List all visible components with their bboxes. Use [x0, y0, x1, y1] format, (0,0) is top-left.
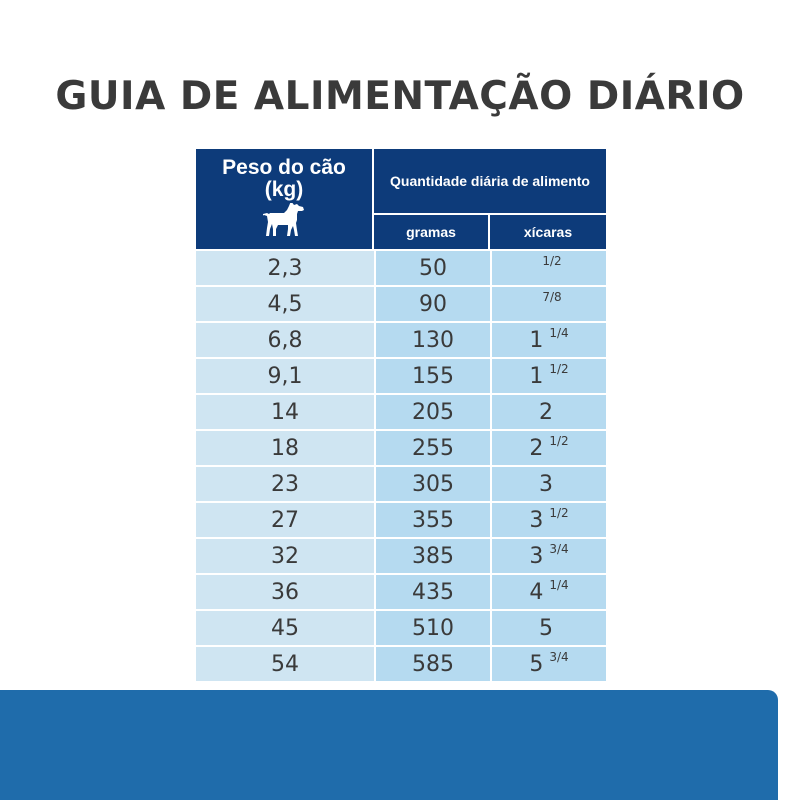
weight-cell: 54	[196, 647, 376, 681]
table-row: 54 585 5 3/4	[196, 645, 606, 681]
table-row: 27 355 3 1/2	[196, 501, 606, 537]
cups-fraction: 3/4	[549, 650, 569, 664]
grams-cell: 205	[376, 395, 492, 429]
weight-cell: 23	[196, 467, 376, 501]
weight-cell: 32	[196, 539, 376, 573]
grams-cell: 130	[376, 323, 492, 357]
weight-cell: 27	[196, 503, 376, 537]
cups-cell: 2 1/2	[492, 431, 606, 465]
cups-cell: 1/2	[492, 251, 606, 285]
cups-cell: 2	[492, 395, 606, 429]
cups-whole: 3	[529, 507, 544, 533]
page-title: GUIA DE ALIMENTAÇÃO DIÁRIO	[55, 74, 745, 119]
daily-amount-header: Quantidade diária de alimento	[374, 149, 606, 215]
cups-cell: 3 1/2	[492, 503, 606, 537]
cups-fraction: 7/8	[542, 290, 562, 304]
grams-header: gramas	[374, 215, 490, 249]
cups-fraction: 1/2	[549, 362, 569, 376]
table-row: 32 385 3 3/4	[196, 537, 606, 573]
weight-header: Peso do cão (kg)	[196, 149, 374, 249]
cups-fraction: 1/2	[549, 506, 569, 520]
weight-cell: 6,8	[196, 323, 376, 357]
table-row: 2,3 50 1/2	[196, 249, 606, 285]
table-row: 18 255 2 1/2	[196, 429, 606, 465]
cups-whole: 4	[529, 579, 544, 605]
table-row: 14 205 2	[196, 393, 606, 429]
grams-cell: 385	[376, 539, 492, 573]
cups-whole: 1	[529, 363, 544, 389]
table-row: 45 510 5	[196, 609, 606, 645]
cups-fraction: 1/2	[549, 434, 569, 448]
cups-fraction: 1/4	[549, 326, 569, 340]
weight-cell: 14	[196, 395, 376, 429]
bottom-color-band	[0, 690, 778, 800]
weight-cell: 2,3	[196, 251, 376, 285]
table-row: 23 305 3	[196, 465, 606, 501]
cups-cell: 5 3/4	[492, 647, 606, 681]
cups-cell: 5	[492, 611, 606, 645]
dog-icon	[263, 203, 304, 236]
cups-whole: 5	[529, 651, 544, 677]
cups-whole: 5	[539, 615, 553, 641]
cups-fraction: 1/4	[549, 578, 569, 592]
table-row: 36 435 4 1/4	[196, 573, 606, 609]
weight-cell: 36	[196, 575, 376, 609]
cups-whole: 1	[529, 327, 544, 353]
grams-cell: 50	[376, 251, 492, 285]
feeding-table: Peso do cão (kg) Quantidade diária de al…	[196, 149, 606, 681]
grams-cell: 255	[376, 431, 492, 465]
cups-cell: 3 3/4	[492, 539, 606, 573]
quantity-subheader: gramas xícaras	[374, 215, 606, 249]
cups-fraction: 1/2	[542, 254, 562, 268]
quantity-header: Quantidade diária de alimento gramas xíc…	[374, 149, 606, 249]
grams-cell: 510	[376, 611, 492, 645]
weight-cell: 45	[196, 611, 376, 645]
cups-whole: 2	[539, 399, 553, 425]
grams-cell: 435	[376, 575, 492, 609]
table-row: 9,1 155 1 1/2	[196, 357, 606, 393]
cups-header: xícaras	[523, 224, 573, 240]
cups-cell: 7/8	[492, 287, 606, 321]
cups-cell: 1 1/4	[492, 323, 606, 357]
grams-cell: 585	[376, 647, 492, 681]
weight-cell: 18	[196, 431, 376, 465]
cups-whole: 3	[529, 543, 544, 569]
cups-cell: 4 1/4	[492, 575, 606, 609]
cups-whole: 2	[529, 435, 544, 461]
cups-fraction: 3/4	[549, 542, 569, 556]
weight-header-line1: Peso do cão	[222, 156, 346, 179]
table-row: 6,8 130 1 1/4	[196, 321, 606, 357]
grams-cell: 155	[376, 359, 492, 393]
cups-cell: 1 1/2	[492, 359, 606, 393]
table-header: Peso do cão (kg) Quantidade diária de al…	[196, 149, 606, 249]
cups-cell: 3	[492, 467, 606, 501]
table-row: 4,5 90 7/8	[196, 285, 606, 321]
weight-header-line2: (kg)	[264, 178, 304, 201]
weight-cell: 9,1	[196, 359, 376, 393]
cups-whole: 3	[539, 471, 553, 497]
grams-cell: 90	[376, 287, 492, 321]
grams-cell: 355	[376, 503, 492, 537]
weight-cell: 4,5	[196, 287, 376, 321]
grams-cell: 305	[376, 467, 492, 501]
